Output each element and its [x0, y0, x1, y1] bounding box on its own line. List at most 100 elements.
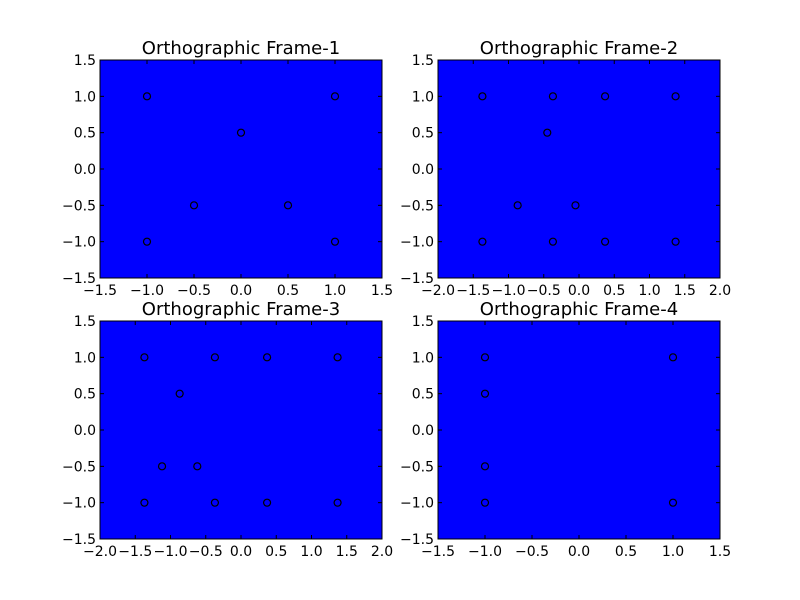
x-tick-label: 1.5: [336, 544, 358, 560]
subplot-title: Orthographic Frame-2: [480, 38, 678, 59]
y-tick-label: 0.0: [74, 423, 96, 439]
y-tick-label: −0.5: [62, 198, 96, 214]
x-tick-label: 1.0: [300, 544, 322, 560]
x-tick-label: −1.0: [492, 283, 526, 299]
x-tick-label: −1.0: [154, 544, 188, 560]
data-point: [262, 353, 272, 362]
y-tick-label: −1.0: [400, 496, 434, 512]
y-tick-label: −1.5: [62, 532, 96, 548]
y-tick-label: 0.0: [412, 162, 434, 178]
x-tick-label: 0.5: [615, 544, 637, 560]
x-tick-label: −1.5: [421, 544, 455, 560]
subplot-frame-4: −1.5 −1.0 −0.5 0.0 0.5 1.0 1.5 −1.5 −1.0 −0.5 0.0 0…: [400, 299, 731, 560]
x-tick-label: −1.5: [83, 283, 117, 299]
y-tick-label: 1.5: [74, 53, 96, 69]
x-tick-label: 0.5: [603, 283, 625, 299]
data-point: [480, 462, 490, 471]
y-tick-label: −1.0: [62, 235, 96, 251]
axes-frame: [99, 320, 383, 540]
data-point: [480, 353, 490, 362]
x-tick-label: 0.0: [230, 283, 252, 299]
y-tick-label: 1.5: [74, 314, 96, 330]
plot-area: [100, 60, 382, 278]
data-point: [668, 353, 678, 362]
data-point: [548, 237, 558, 246]
data-point: [193, 462, 202, 471]
data-point: [333, 498, 342, 507]
x-tick-label: 1.5: [674, 283, 696, 299]
y-tick-label: 0.5: [74, 126, 96, 142]
y-tick-label: 0.0: [74, 162, 96, 178]
x-tick-label: −2.0: [83, 544, 117, 560]
x-tick-label: −1.5: [456, 283, 490, 299]
data-point: [333, 353, 342, 362]
data-point: [600, 237, 610, 246]
y-tick-label: −1.0: [62, 496, 96, 512]
subplot-title: Orthographic Frame-3: [142, 299, 340, 320]
y-tick-label: −1.0: [400, 235, 434, 251]
x-tick-label: 0.0: [230, 544, 252, 560]
x-tick-label: −1.0: [468, 544, 502, 560]
y-tick-label: 0.5: [74, 387, 96, 403]
subplot-frame-2: −2.0 −1.5 −1.0 −0.5 0.0 0.5 1.0 1.5 2.0−1.5−1.0−…: [400, 38, 731, 299]
x-tick-label: 0.5: [277, 283, 299, 299]
x-tick-label: 0.0: [568, 283, 590, 299]
x-tick-label: 1.0: [638, 283, 660, 299]
y-tick-label: 0.5: [412, 387, 434, 403]
x-tick-label: 2.0: [371, 544, 393, 560]
y-tick-label: −0.5: [400, 198, 434, 214]
data-point: [262, 498, 272, 507]
x-tick-label: 2.0: [709, 283, 731, 299]
x-tick-label: −1.0: [130, 283, 164, 299]
y-tick-label: 0.5: [412, 126, 434, 142]
x-tick-label: −0.5: [527, 283, 561, 299]
subplot-title: Orthographic Frame-4: [480, 299, 678, 320]
data-point: [480, 498, 490, 507]
y-tick-label: −1.5: [400, 271, 434, 287]
plot-area: [438, 321, 720, 539]
x-tick-label: 1.5: [709, 544, 731, 560]
data-point: [140, 353, 149, 362]
data-point: [142, 92, 152, 101]
subplot-frame-3: −2.0 −1.5 −1.0 −0.5 0.0 0.5 1.0 1.5 2.0−1.5−1.0−…: [62, 299, 393, 560]
x-tick-label: −0.5: [515, 544, 549, 560]
subplot-frame-1: −1.5 −1.0 −0.5 0.0 0.5 1.0 1.5 −1.5 −1.0 −0.5 0.0 0…: [62, 38, 393, 299]
data-point: [548, 92, 558, 101]
x-tick-label: 1.0: [662, 544, 684, 560]
data-point: [571, 201, 580, 210]
x-tick-label: 0.5: [265, 544, 287, 560]
y-tick-label: −1.5: [400, 532, 434, 548]
data-point: [210, 353, 220, 362]
data-point: [236, 128, 246, 137]
x-tick-label: −0.5: [189, 544, 223, 560]
data-point: [480, 389, 490, 398]
y-tick-label: 0.0: [412, 423, 434, 439]
x-tick-label: −2.0: [421, 283, 455, 299]
y-tick-label: −0.5: [62, 459, 96, 475]
data-point: [543, 128, 552, 137]
data-point: [157, 462, 167, 471]
x-tick-label: 1.5: [371, 283, 393, 299]
y-tick-label: 1.0: [74, 350, 96, 366]
data-point: [175, 389, 184, 398]
data-point: [142, 237, 152, 246]
subplot-title: Orthographic Frame-1: [142, 38, 340, 59]
axes-frame: [437, 59, 721, 279]
x-tick-label: 1.0: [324, 283, 346, 299]
plot-area: [438, 60, 720, 278]
plot-area: [100, 321, 382, 539]
y-tick-label: −0.5: [400, 459, 434, 475]
y-tick-label: −1.5: [62, 271, 96, 287]
data-point: [671, 237, 680, 246]
axes-frame: [437, 320, 721, 540]
data-point: [283, 201, 293, 210]
data-point: [668, 498, 678, 507]
data-point: [600, 92, 610, 101]
x-tick-label: −1.5: [118, 544, 152, 560]
y-tick-label: 1.0: [412, 89, 434, 105]
data-point: [671, 92, 680, 101]
y-tick-label: 1.0: [74, 89, 96, 105]
data-point: [330, 92, 340, 101]
data-point: [478, 92, 487, 101]
data-point: [210, 498, 220, 507]
